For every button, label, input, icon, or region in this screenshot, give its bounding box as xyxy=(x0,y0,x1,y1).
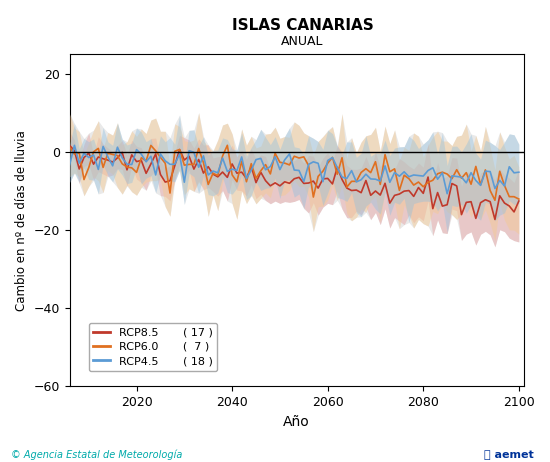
Y-axis label: Cambio en nº de días de lluvia: Cambio en nº de días de lluvia xyxy=(15,130,28,310)
Text: ⓘ aemet: ⓘ aemet xyxy=(484,450,534,460)
Text: ANUAL: ANUAL xyxy=(281,35,324,48)
Legend: RCP8.5       ( 17 ), RCP6.0       (  7 ), RCP4.5       ( 18 ): RCP8.5 ( 17 ), RCP6.0 ( 7 ), RCP4.5 ( 18… xyxy=(89,323,217,371)
Text: © Agencia Estatal de Meteorología: © Agencia Estatal de Meteorología xyxy=(11,449,183,460)
Text: ISLAS CANARIAS: ISLAS CANARIAS xyxy=(232,18,373,33)
X-axis label: Año: Año xyxy=(283,414,310,429)
